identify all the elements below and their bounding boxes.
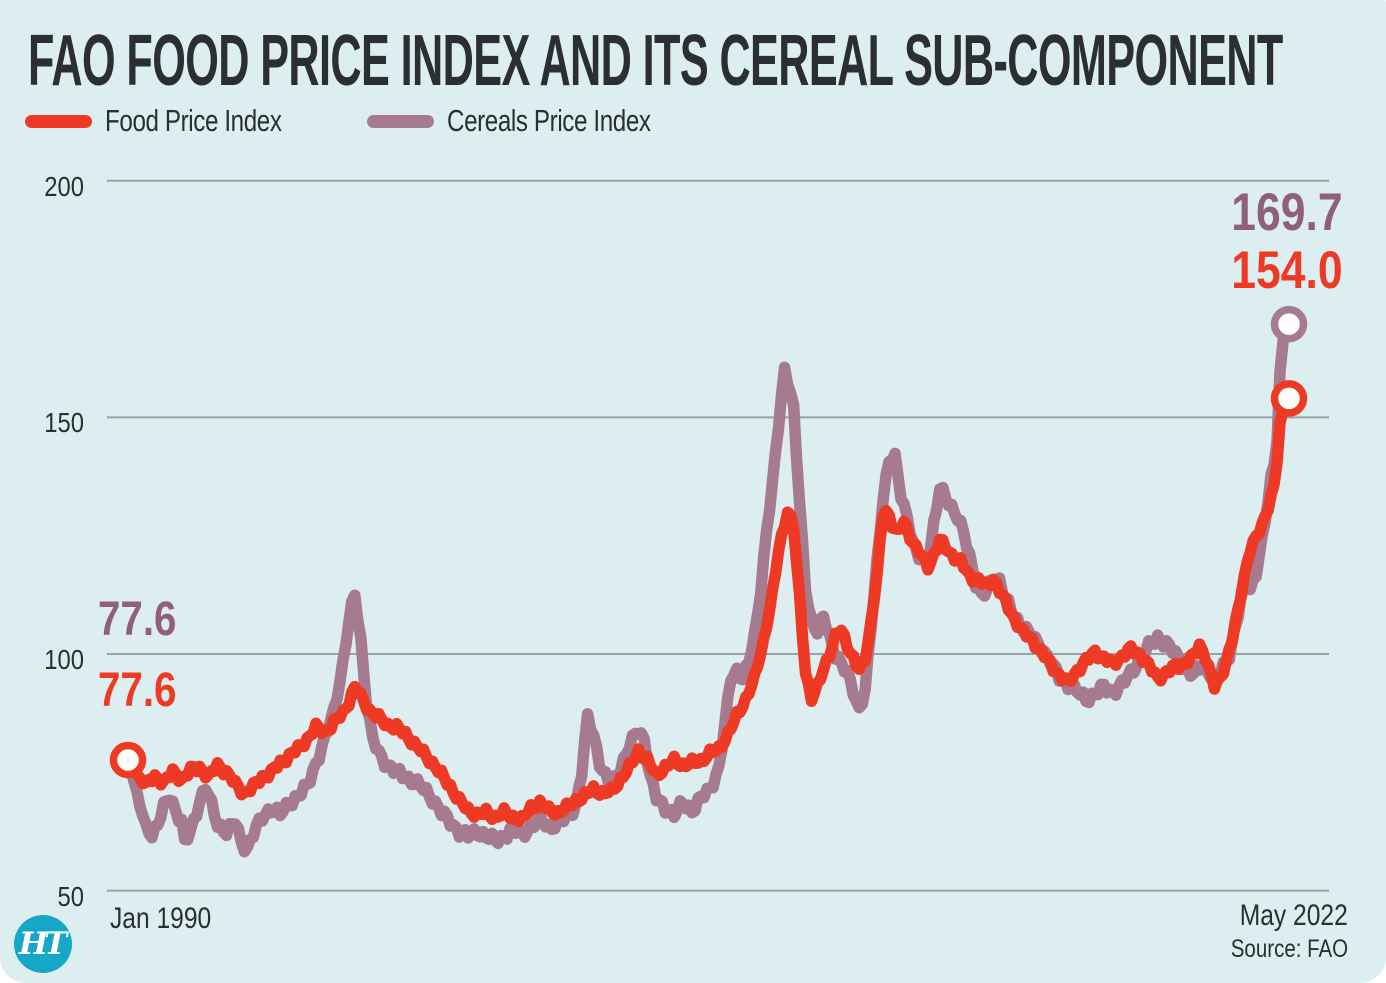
page-title: FAO FOOD PRICE INDEX AND ITS CEREAL SUB-…: [28, 21, 1283, 101]
annotation-end-food: 154.0: [1231, 241, 1343, 300]
legend-label-cereals: Cereals Price Index: [447, 103, 651, 138]
annotation-start-cereals: 77.6: [98, 593, 177, 646]
y-tick-200: 200: [44, 170, 84, 202]
y-tick-50: 50: [57, 880, 84, 912]
ht-logo: HT: [14, 915, 72, 973]
legend-item-cereals: Cereals Price Index: [367, 103, 708, 139]
end-marker-cereals: [1270, 305, 1308, 343]
cereals-price-line: [122, 318, 1295, 858]
cereals-line-swatch-icon: [367, 114, 435, 128]
food-line-swatch-icon: [25, 114, 92, 128]
x-axis-start-label: Jan 1990: [110, 902, 212, 935]
annotation-end-cereals: 169.7: [1231, 183, 1343, 242]
food-price-line: [122, 392, 1295, 828]
annotation-start-food: 77.6: [98, 664, 177, 717]
x-axis-end-label: May 2022: [1239, 899, 1348, 932]
legend-item-food: Food Price Index: [25, 103, 331, 139]
y-tick-100: 100: [44, 644, 84, 675]
legend-label-food: Food Price Index: [105, 103, 282, 138]
start-marker-food: [109, 741, 147, 779]
end-marker-food: [1270, 380, 1308, 417]
source-label: Source: FAO: [1230, 935, 1348, 963]
legend: Food Price Index Cereals Price Index: [25, 103, 708, 139]
y-tick-150: 150: [44, 407, 84, 439]
